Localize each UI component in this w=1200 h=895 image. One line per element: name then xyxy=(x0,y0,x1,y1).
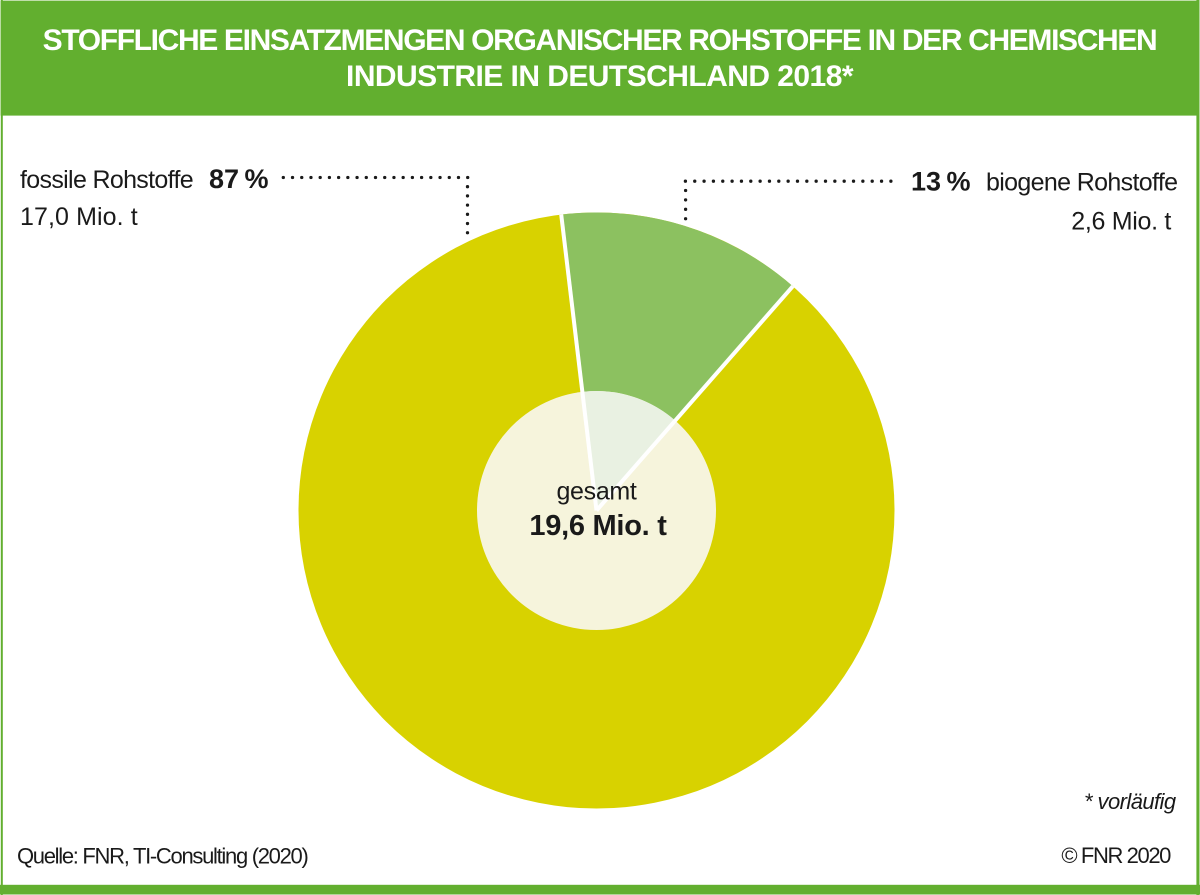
svg-text:13 %: 13 % xyxy=(911,167,970,197)
svg-text:STOFFLICHE EINSATZMENGEN ORGAN: STOFFLICHE EINSATZMENGEN ORGANISCHER ROH… xyxy=(43,24,1157,57)
svg-text:19,6 Mio. t: 19,6 Mio. t xyxy=(529,510,667,542)
svg-text:© FNR 2020: © FNR 2020 xyxy=(1061,843,1171,868)
svg-text:* vorläufig: * vorläufig xyxy=(1084,789,1177,814)
svg-text:17,0 Mio. t: 17,0 Mio. t xyxy=(20,203,138,231)
svg-text:INDUSTRIE IN DEUTSCHLAND 2018*: INDUSTRIE IN DEUTSCHLAND 2018* xyxy=(346,60,854,93)
svg-text:2,6 Mio. t: 2,6 Mio. t xyxy=(1071,207,1171,235)
svg-text:87 %: 87 % xyxy=(209,164,268,194)
svg-text:gesamt: gesamt xyxy=(556,477,636,505)
svg-text:Quelle: FNR, TI-Consulting (20: Quelle: FNR, TI-Consulting (2020) xyxy=(17,843,308,868)
svg-text:fossile Rohstoffe: fossile Rohstoffe xyxy=(20,166,193,194)
svg-text:biogene Rohstoffe: biogene Rohstoffe xyxy=(986,169,1177,197)
